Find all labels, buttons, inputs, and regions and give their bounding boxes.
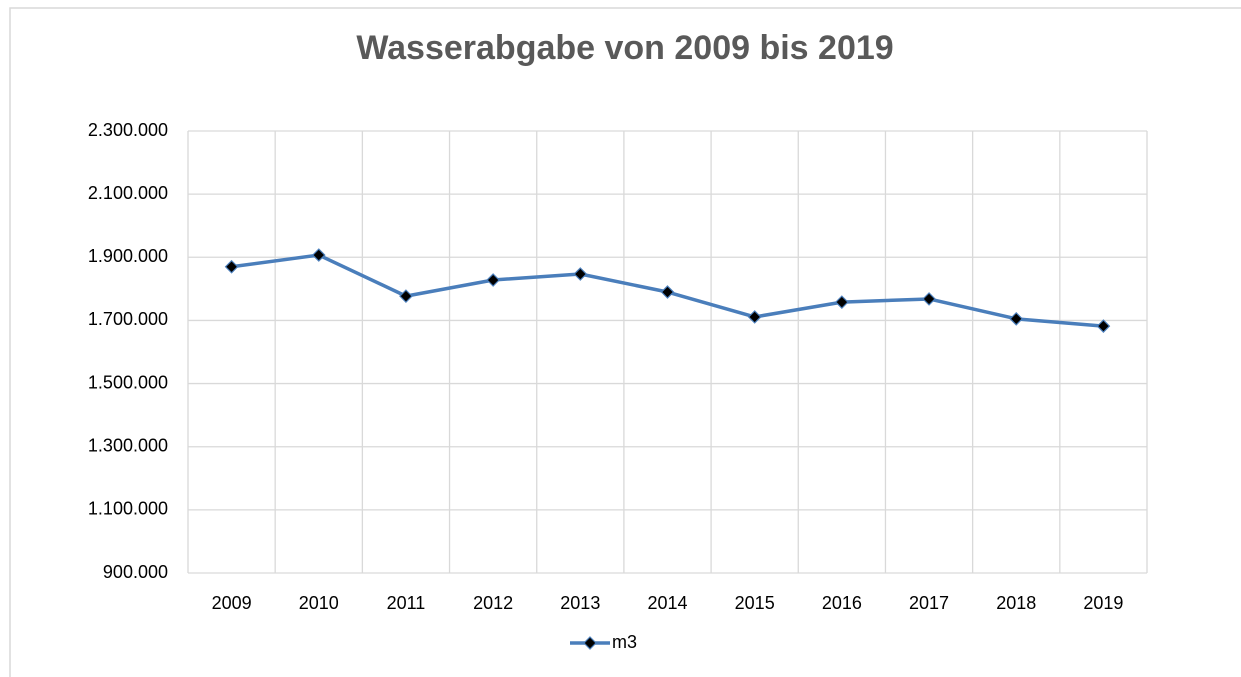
legend-marker <box>583 636 597 650</box>
chart-frame <box>9 7 1241 677</box>
y-tick-label: 900.000 <box>103 562 168 582</box>
x-tick-label: 2015 <box>735 593 775 613</box>
data-point <box>922 292 936 306</box>
y-tick-label: 1.700.000 <box>88 309 168 329</box>
data-point <box>311 248 326 262</box>
data-point <box>486 273 500 287</box>
y-tick-label: 2.300.000 <box>88 120 168 140</box>
data-point <box>1009 312 1024 326</box>
y-tick-label: 1.300.000 <box>88 435 168 455</box>
legend-label: m3 <box>612 632 637 652</box>
y-tick-label: 1.900.000 <box>88 246 168 266</box>
x-tick-label: 2016 <box>822 593 862 613</box>
x-tick-label: 2014 <box>647 593 687 613</box>
chart-title: Wasserabgabe von 2009 bis 2019 <box>356 29 893 67</box>
x-tick-label: 2013 <box>560 593 600 613</box>
x-tick-label: 2012 <box>473 593 513 613</box>
y-tick-label: 1.100.000 <box>88 499 168 519</box>
y-tick-label: 1.500.000 <box>88 372 168 392</box>
data-point <box>1096 319 1111 333</box>
x-tick-label: 2009 <box>212 593 252 613</box>
x-tick-label: 2010 <box>299 593 339 613</box>
x-tick-label: 2011 <box>387 593 426 613</box>
x-tick-label: 2017 <box>909 593 949 613</box>
data-point <box>747 310 762 324</box>
data-point <box>835 295 849 309</box>
y-tick-label: 2.100.000 <box>88 183 168 203</box>
data-point <box>399 289 413 303</box>
x-tick-label: 2018 <box>996 593 1036 613</box>
x-tick-label: 2019 <box>1083 593 1123 613</box>
data-point <box>573 267 588 281</box>
data-point <box>660 285 675 299</box>
data-point <box>224 259 239 274</box>
